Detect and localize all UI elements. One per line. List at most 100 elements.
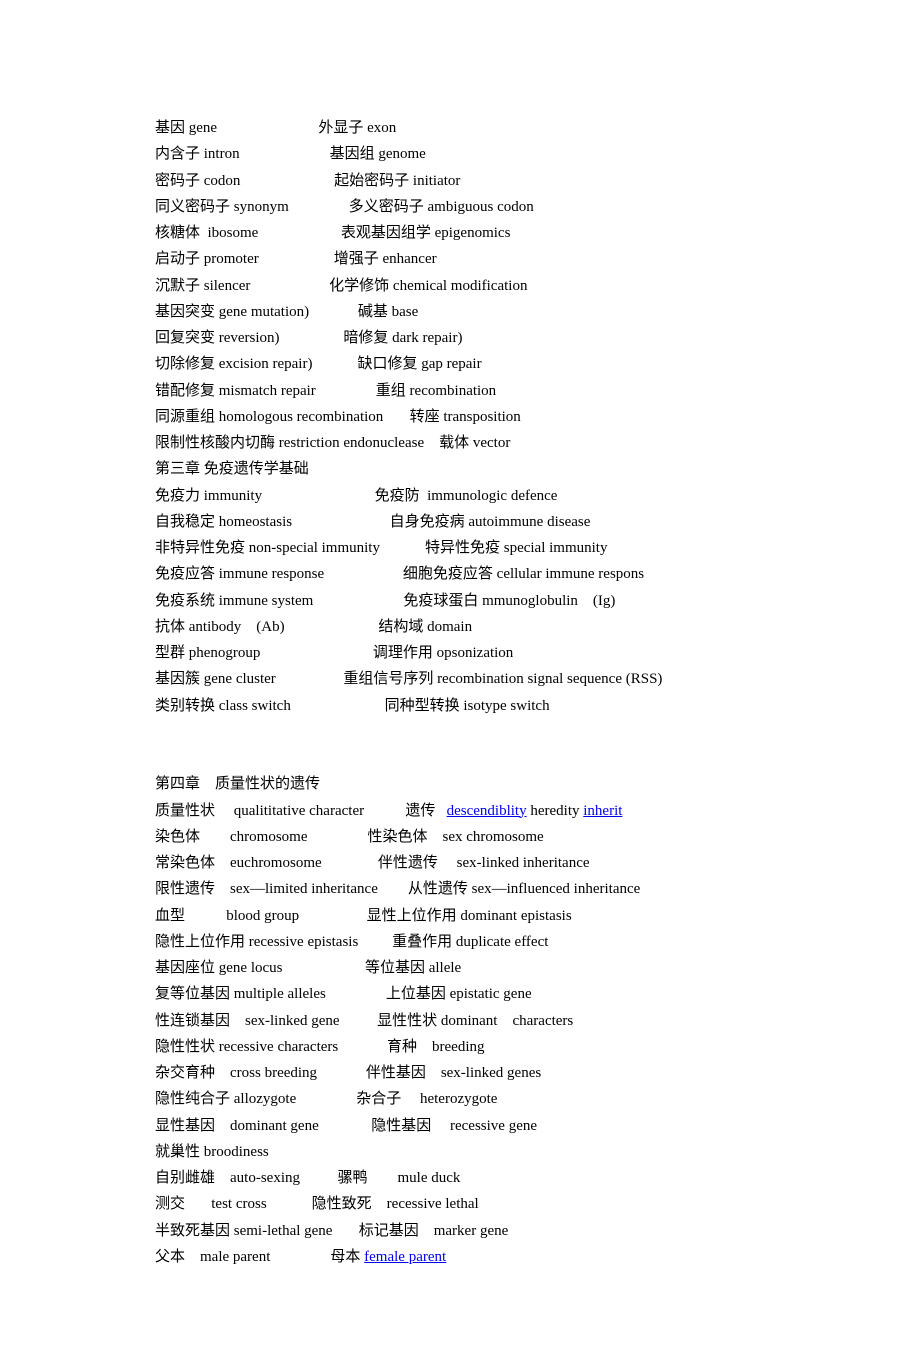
column-gap bbox=[312, 356, 357, 372]
col1-text: 免疫系统 immune system bbox=[155, 593, 313, 609]
col2-text: 起始密码子 initiator bbox=[334, 173, 460, 189]
term-line: 切除修复 excision repair) 缺口修复 gap repair bbox=[155, 351, 765, 377]
term-line: 隐性上位作用 recessive epistasis 重叠作用 duplicat… bbox=[155, 929, 765, 955]
col1-text: 基因簇 gene cluster bbox=[155, 671, 276, 687]
col1-text: 错配修复 mismatch repair bbox=[155, 383, 316, 399]
term-line: 质量性状 qualititative character 遗传 descendi… bbox=[155, 798, 765, 824]
term-line: 免疫力 immunity 免疫防 immunologic defence bbox=[155, 483, 765, 509]
column-gap bbox=[240, 173, 334, 189]
col2-text: 标记基因 marker gene bbox=[359, 1223, 509, 1239]
term-line: 回复突变 reversion) 暗修复 dark repair) bbox=[155, 325, 765, 351]
col2-text: 载体 vector bbox=[439, 435, 510, 451]
col2-text: 同种型转换 isotype switch bbox=[385, 698, 550, 714]
column-gap bbox=[340, 1013, 378, 1029]
column-gap bbox=[285, 619, 379, 635]
term-line: 内含子 intron 基因组 genome bbox=[155, 141, 765, 167]
col2-text: 免疫球蛋白 mmunoglobulin (Ig) bbox=[403, 593, 615, 609]
column-gap bbox=[259, 251, 334, 267]
hyperlink[interactable]: descendiblity bbox=[447, 803, 527, 819]
col1-text: 复等位基因 multiple alleles bbox=[155, 986, 326, 1002]
col2-prefix: 母本 bbox=[330, 1249, 364, 1265]
col1-text: 抗体 antibody (Ab) bbox=[155, 619, 285, 635]
col1-text: 质量性状 qualititative character bbox=[155, 803, 364, 819]
term-line: 父本 male parent 母本 female parent bbox=[155, 1244, 765, 1270]
col1-text: 测交 test cross bbox=[155, 1196, 267, 1212]
term-line: 自我稳定 homeostasis 自身免疫病 autoimmune diseas… bbox=[155, 509, 765, 535]
col2-text: 结构域 domain bbox=[378, 619, 472, 635]
term-line: 自别雌雄 auto-sexing 骡鸭 mule duck bbox=[155, 1165, 765, 1191]
term-line: 基因 gene 外显子 exon bbox=[155, 115, 765, 141]
col1-text: 限制性核酸内切酶 restriction endonuclease bbox=[155, 435, 424, 451]
term-line: 免疫系统 immune system 免疫球蛋白 mmunoglobulin (… bbox=[155, 588, 765, 614]
term-line: 染色体 chromosome 性染色体 sex chromosome bbox=[155, 824, 765, 850]
term-line: 隐性纯合子 allozygote 杂合子 heterozygote bbox=[155, 1086, 765, 1112]
term-line: 隐性性状 recessive characters 育种 breeding bbox=[155, 1034, 765, 1060]
col2-text: 增强子 enhancer bbox=[334, 251, 437, 267]
col2-text: 缺口修复 gap repair bbox=[357, 356, 481, 372]
col2-text: 重组 recombination bbox=[376, 383, 496, 399]
term-line: 型群 phenogroup 调理作用 opsonization bbox=[155, 640, 765, 666]
column-gap bbox=[292, 514, 390, 530]
column-gap bbox=[307, 829, 367, 845]
term-line: 免疫应答 immune response 细胞免疫应答 cellular imm… bbox=[155, 561, 765, 587]
column-gap bbox=[282, 960, 365, 976]
term-line: 同源重组 homologous recombination 转座 transpo… bbox=[155, 404, 765, 430]
col1-text: 第三章 免疫遗传学基础 bbox=[155, 461, 309, 477]
col2-text: 显性上位作用 dominant epistasis bbox=[367, 908, 572, 924]
col2-prefix: 遗传 bbox=[405, 803, 446, 819]
hyperlink[interactable]: inherit bbox=[583, 803, 622, 819]
column-gap bbox=[316, 383, 376, 399]
column-gap bbox=[358, 934, 392, 950]
document-page: 基因 gene 外显子 exon内含子 intron 基因组 genome密码子… bbox=[0, 0, 920, 1350]
col1-text: 显性基因 dominant gene bbox=[155, 1118, 319, 1134]
column-gap bbox=[332, 1223, 358, 1239]
col1-text: 回复突变 reversion) bbox=[155, 330, 280, 346]
column-gap bbox=[217, 120, 318, 136]
term-line: 同义密码子 synonym 多义密码子 ambiguous codon bbox=[155, 194, 765, 220]
col1-text: 父本 male parent bbox=[155, 1249, 270, 1265]
col2-text: 隐性基因 recessive gene bbox=[371, 1118, 537, 1134]
term-line: 沉默子 silencer 化学修饰 chemical modification bbox=[155, 273, 765, 299]
term-line: 基因座位 gene locus 等位基因 allele bbox=[155, 955, 765, 981]
col2-text: 多义密码子 ambiguous codon bbox=[349, 199, 534, 215]
col2-plain: heredity bbox=[527, 803, 584, 819]
col1-text: 自别雌雄 auto-sexing bbox=[155, 1170, 300, 1186]
col1-text: 常染色体 euchromosome bbox=[155, 855, 322, 871]
term-line: 半致死基因 semi-lethal gene 标记基因 marker gene bbox=[155, 1218, 765, 1244]
col1-text: 免疫力 immunity bbox=[155, 488, 262, 504]
col1-text: 染色体 chromosome bbox=[155, 829, 307, 845]
term-line: 核糖体 ibosome 表观基因组学 epigenomics bbox=[155, 220, 765, 246]
col1-text: 性连锁基因 sex-linked gene bbox=[155, 1013, 340, 1029]
col1-text: 密码子 codon bbox=[155, 173, 240, 189]
column-gap bbox=[383, 409, 409, 425]
col1-text: 切除修复 excision repair) bbox=[155, 356, 312, 372]
col2-text: 重叠作用 duplicate effect bbox=[392, 934, 548, 950]
col1-text: 沉默子 silencer bbox=[155, 278, 250, 294]
term-line: 血型 blood group 显性上位作用 dominant epistasis bbox=[155, 903, 765, 929]
col1-text: 内含子 intron bbox=[155, 146, 240, 162]
col2-text: 基因组 genome bbox=[330, 146, 426, 162]
col2-text: 伴性基因 sex-linked genes bbox=[366, 1065, 541, 1081]
term-line: 基因突变 gene mutation) 碱基 base bbox=[155, 299, 765, 325]
column-gap bbox=[300, 1170, 338, 1186]
col1-text: 第四章 质量性状的遗传 bbox=[155, 776, 320, 792]
col2-text: 育种 breeding bbox=[387, 1039, 484, 1055]
col1-text: 基因 gene bbox=[155, 120, 217, 136]
term-line: 第三章 免疫遗传学基础 bbox=[155, 456, 765, 482]
term-line: 限性遗传 sex—limited inheritance 从性遗传 sex—in… bbox=[155, 876, 765, 902]
column-gap bbox=[364, 803, 405, 819]
hyperlink[interactable]: female parent bbox=[364, 1249, 446, 1265]
column-gap bbox=[267, 1196, 312, 1212]
column-gap bbox=[258, 225, 341, 241]
col1-text: 就巢性 broodiness bbox=[155, 1144, 269, 1160]
column-gap bbox=[326, 986, 386, 1002]
col2-text: 碱基 base bbox=[358, 304, 418, 320]
col1-text: 基因座位 gene locus bbox=[155, 960, 282, 976]
col2-text: 重组信号序列 recombination signal sequence (RS… bbox=[343, 671, 662, 687]
column-gap bbox=[338, 1039, 387, 1055]
col1-text: 非特异性免疫 non-special immunity bbox=[155, 540, 380, 556]
col1-text: 启动子 promoter bbox=[155, 251, 259, 267]
column-gap bbox=[296, 1091, 356, 1107]
term-line: 第四章 质量性状的遗传 bbox=[155, 771, 765, 797]
column-gap bbox=[313, 593, 403, 609]
